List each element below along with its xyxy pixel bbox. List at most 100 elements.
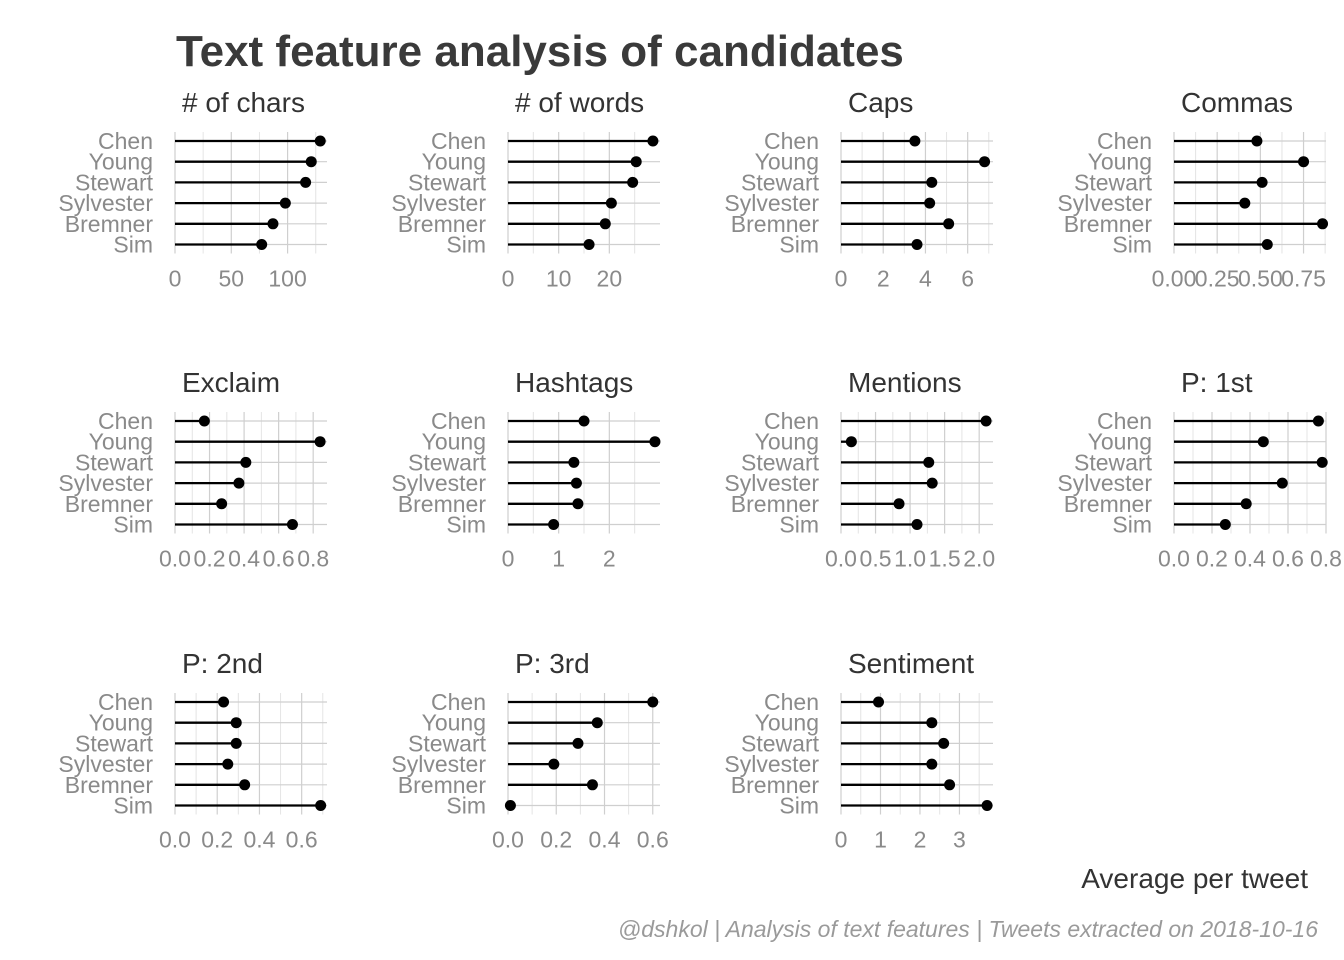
x-tick-label: 0.5 — [860, 546, 892, 572]
facet-panel: Exclaim 0.0 0.2 0.4 0.6 0.8 ChenYoungStewartSy… — [58, 367, 329, 572]
category-label: Stewart — [1074, 169, 1153, 195]
facet-panel: Commas 0.000.250.500.75 ChenYoungStewartSy… — [1057, 87, 1329, 292]
category-label: Sim — [779, 793, 819, 819]
x-tick-label: 0.50 — [1238, 266, 1283, 292]
category-label: Young — [1088, 149, 1152, 175]
x-tick-label: 10 — [546, 266, 572, 292]
x-tick-label: 0.4 — [243, 827, 275, 853]
chart-caption: @dshkol | Analysis of text features | Tw… — [618, 916, 1318, 942]
x-tick-label: 1.0 — [894, 546, 926, 572]
lollipop-point — [216, 498, 228, 510]
lollipop-point — [1276, 477, 1288, 489]
x-tick-label: 0 — [835, 266, 848, 292]
category-label: Stewart — [741, 169, 820, 195]
x-tick-label: 0.6 — [637, 827, 669, 853]
category-label: Sylvester — [58, 470, 153, 496]
x-tick-label: 50 — [218, 266, 244, 292]
lollipop-point — [218, 696, 230, 708]
category-label: Sylvester — [1057, 190, 1152, 216]
lollipop-point — [1240, 498, 1252, 510]
lollipop-point — [286, 519, 298, 530]
lollipop-point — [926, 477, 938, 489]
category-label: Stewart — [408, 449, 487, 475]
category-label: Chen — [431, 128, 486, 154]
category-label: Bremner — [398, 772, 487, 798]
category-label: Young — [755, 149, 819, 175]
category-label: Sylvester — [724, 751, 819, 777]
lollipop-point — [504, 800, 516, 811]
lollipop-point — [926, 717, 938, 729]
category-label: Sim — [113, 512, 153, 538]
x-tick-label: 0.8 — [297, 546, 329, 572]
lollipop-point — [548, 519, 560, 530]
lollipop-point — [568, 456, 580, 468]
category-label: Sylvester — [391, 470, 486, 496]
lollipop-point — [599, 218, 611, 230]
facet-panel: # of chars 0 50 100 ChenYoungStewartSylveste… — [58, 87, 327, 292]
lollipop-point — [1298, 156, 1310, 168]
category-label: Sim — [446, 232, 486, 258]
facet-title: P: 3rd — [515, 648, 590, 679]
category-label: Sim — [446, 512, 486, 538]
category-label: Young — [755, 429, 819, 455]
facet-title: Caps — [848, 87, 913, 118]
lollipop-point — [578, 415, 590, 427]
lollipop-point — [926, 758, 938, 770]
lollipop-point — [198, 415, 210, 427]
lollipop-point — [909, 135, 921, 147]
lollipop-point — [279, 197, 291, 209]
lollipop-point — [1261, 239, 1273, 250]
category-label: Chen — [98, 689, 153, 715]
x-tick-label: 2 — [914, 827, 927, 853]
x-tick-label: 0.2 — [201, 827, 233, 853]
facet-panel: P: 3rd 0.0 0.2 0.4 0.6 ChenYoungStewartSylves… — [391, 648, 668, 853]
facet-panel: # of words 0 10 20 ChenYoungStewartSylvester… — [391, 87, 660, 292]
lollipop-point — [240, 456, 252, 468]
category-label: Sim — [113, 793, 153, 819]
x-tick-label: 0.6 — [286, 827, 318, 853]
lollipop-point — [222, 758, 234, 770]
category-label: Young — [89, 710, 153, 736]
lollipop-point — [572, 498, 584, 510]
facet-panel: Caps 0 2 4 6 ChenYoungStewartSylvesterBremner… — [724, 87, 993, 292]
category-label: Young — [422, 710, 486, 736]
lollipop-point — [923, 456, 935, 468]
lollipop-point — [314, 436, 326, 448]
x-tick-label: 0.4 — [1234, 546, 1266, 572]
x-tick-label: 0 — [835, 827, 848, 853]
x-tick-label: 0 — [169, 266, 182, 292]
lollipop-point — [647, 696, 659, 708]
lollipop-point — [233, 477, 245, 489]
facet-title: Mentions — [848, 367, 962, 398]
category-label: Chen — [764, 128, 819, 154]
lollipop-point — [1251, 135, 1263, 147]
x-tick-label: 2 — [877, 266, 890, 292]
lollipop-point — [256, 239, 268, 250]
category-label: Sylvester — [58, 190, 153, 216]
category-label: Sylvester — [391, 190, 486, 216]
x-tick-label: 0.6 — [1272, 546, 1304, 572]
lollipop-point — [305, 156, 317, 168]
category-label: Bremner — [1064, 211, 1153, 237]
chart-title: Text feature analysis of candidates — [176, 27, 904, 76]
category-label: Bremner — [1064, 491, 1153, 517]
x-tick-label: 0.0 — [1158, 546, 1190, 572]
lollipop-point — [586, 779, 598, 791]
category-label: Chen — [431, 689, 486, 715]
x-tick-label: 0 — [502, 266, 515, 292]
x-tick-label: 0.4 — [228, 546, 260, 572]
lollipop-point — [239, 779, 251, 791]
x-tick-label: 0.25 — [1195, 266, 1240, 292]
category-label: Bremner — [398, 491, 487, 517]
lollipop-point — [630, 156, 642, 168]
category-label: Stewart — [741, 730, 820, 756]
x-tick-label: 0.6 — [263, 546, 295, 572]
x-axis-label: Average per tweet — [1081, 863, 1308, 894]
facet-panel: P: 2nd 0.0 0.2 0.4 0.6 ChenYoungStewartSylves… — [58, 648, 327, 853]
x-tick-label: 0.2 — [1196, 546, 1228, 572]
lollipop-point — [943, 218, 955, 230]
category-label: Bremner — [731, 772, 820, 798]
lollipop-point — [570, 477, 582, 489]
category-label: Young — [422, 429, 486, 455]
